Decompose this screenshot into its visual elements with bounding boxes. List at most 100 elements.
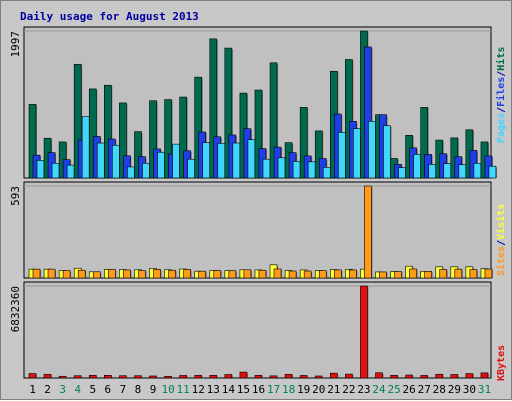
bar-hits-day-13: [209, 38, 218, 179]
x-tick-label-26: 26: [403, 383, 416, 396]
bar-pages-day-25: [398, 167, 406, 179]
bar-kbytes-day-22: [345, 373, 353, 379]
bar-sites-day-13: [213, 270, 222, 279]
legend-hits: Hits: [495, 47, 507, 71]
bar-kbytes-day-16: [254, 375, 263, 379]
bar-sites-day-12: [198, 270, 207, 279]
legend-group-3: KBytes: [496, 345, 507, 381]
bar-pages-day-16: [262, 158, 271, 179]
bar-kbytes-day-7: [119, 375, 127, 379]
bar-sites-day-1: [32, 268, 41, 279]
bar-pages-day-1: [36, 160, 45, 179]
bar-kbytes-day-5: [88, 375, 97, 379]
bar-kbytes-day-27: [420, 375, 428, 379]
bar-sites-day-18: [288, 270, 297, 279]
x-tick-label-25: 25: [387, 383, 400, 396]
bar-pages-day-14: [232, 142, 241, 179]
bar-pages-day-19: [307, 161, 316, 179]
bar-hits-day-20: [314, 130, 323, 179]
bar-kbytes-day-17: [269, 375, 278, 379]
bar-files-day-23: [364, 46, 372, 179]
bar-hits-day-4: [73, 63, 82, 179]
x-tick-label-29: 29: [448, 383, 461, 396]
x-tick-label-31: 31: [478, 383, 491, 396]
bar-pages-day-17: [277, 157, 286, 179]
x-tick-label-30: 30: [463, 383, 476, 396]
plot-area: [23, 181, 492, 279]
bar-hits-day-17: [269, 62, 278, 179]
bar-hits-day-8: [134, 131, 142, 179]
bar-pages-day-24: [383, 125, 391, 179]
bar-kbytes-day-21: [329, 372, 338, 379]
bar-sites-day-3: [62, 270, 71, 279]
bar-sites-day-9: [153, 269, 161, 279]
y-max-label: 1997: [9, 31, 22, 58]
bar-hits-day-12: [194, 76, 203, 179]
bar-hits-day-11: [179, 96, 187, 179]
bar-kbytes-day-8: [134, 375, 142, 379]
x-tick-label-18: 18: [282, 383, 295, 396]
bar-pages-day-4: [81, 116, 90, 179]
bar-pages-day-3: [66, 164, 75, 179]
x-tick-label-11: 11: [177, 383, 190, 396]
bar-kbytes-day-3: [58, 375, 67, 379]
x-tick-label-12: 12: [192, 383, 205, 396]
bar-kbytes-day-19: [299, 375, 308, 379]
bar-kbytes-day-13: [209, 375, 218, 379]
bar-pages-day-10: [172, 143, 180, 179]
bar-pages-day-26: [413, 154, 421, 179]
bar-sites-day-2: [47, 268, 56, 279]
bar-hits-day-19: [299, 107, 308, 179]
bar-sites-day-20: [318, 270, 327, 279]
bar-kbytes-day-1: [28, 373, 37, 379]
bar-pages-day-7: [127, 166, 135, 179]
bar-kbytes-day-2: [43, 374, 52, 379]
bar-kbytes-day-31: [480, 372, 489, 379]
bar-kbytes-day-15: [239, 371, 248, 379]
bar-sites-day-19: [303, 270, 312, 279]
bar-sites-day-26: [409, 268, 417, 279]
plot-area: [23, 281, 492, 379]
bar-pages-day-6: [112, 144, 120, 179]
bar-kbytes-day-9: [149, 375, 157, 379]
y-max-label: 593: [9, 186, 22, 206]
bar-sites-day-24: [379, 271, 387, 279]
bar-sites-day-17: [273, 268, 282, 279]
bar-pages-day-23: [368, 121, 376, 179]
x-tick-label-9: 9: [150, 383, 157, 396]
bar-sites-day-30: [469, 269, 478, 279]
y-max-label: 6832360: [9, 286, 22, 332]
bar-kbytes-day-4: [73, 375, 82, 379]
x-tick-label-24: 24: [372, 383, 386, 396]
legend-separator: /: [496, 71, 507, 77]
bar-sites-day-10: [168, 269, 176, 279]
bar-pages-day-28: [443, 163, 452, 179]
bar-sites-day-7: [123, 269, 131, 279]
bar-pages-day-13: [217, 143, 226, 179]
bar-hits-day-16: [254, 89, 263, 179]
bar-sites-day-25: [394, 271, 402, 279]
bar-pages-day-9: [157, 151, 165, 179]
bar-sites-day-22: [349, 269, 357, 279]
bar-hits-day-27: [420, 107, 428, 179]
legend-separator: /: [496, 240, 507, 246]
legend-pages: Pages: [496, 113, 507, 143]
bar-sites-day-15: [243, 269, 252, 279]
bar-hits-day-7: [119, 102, 127, 179]
chart-panel-2: 593: [9, 181, 493, 279]
x-tick-label-1: 1: [29, 383, 36, 396]
bar-sites-day-28: [439, 269, 448, 279]
x-tick-label-16: 16: [252, 383, 265, 396]
bar-sites-day-6: [108, 269, 116, 279]
bar-pages-day-8: [142, 162, 150, 179]
bar-kbytes-day-10: [164, 375, 172, 379]
bar-kbytes-day-25: [390, 375, 398, 379]
bar-pages-day-31: [488, 165, 497, 179]
bar-pages-day-30: [473, 162, 482, 179]
bar-sites-day-29: [454, 268, 463, 279]
chart-panel-1: 1997: [9, 26, 497, 179]
bar-pages-day-5: [96, 142, 105, 179]
legend-files: Files: [495, 77, 507, 107]
